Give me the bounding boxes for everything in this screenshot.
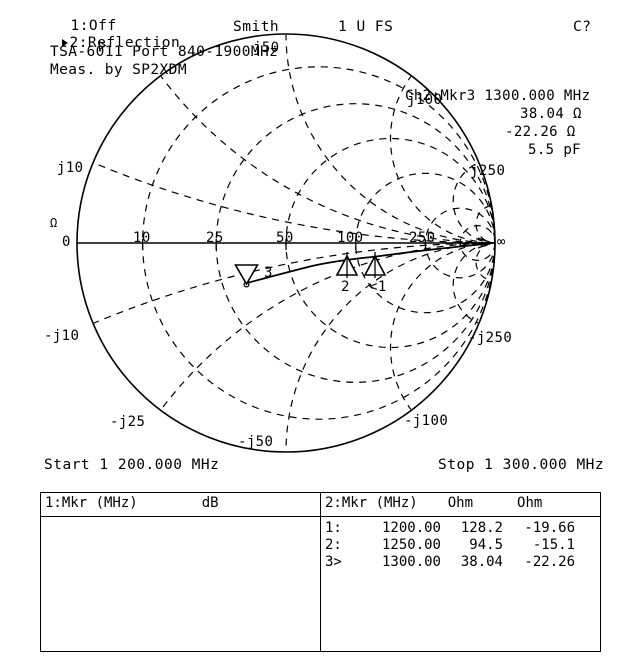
corner-status-label: C?	[573, 19, 592, 35]
smith-tick-j250: j250	[470, 163, 506, 179]
right-col-ohm2-header: Ohm	[517, 495, 543, 511]
sweep-stop-label[interactable]: Stop 1 300.000 MHz	[438, 457, 605, 473]
format-label[interactable]: Smith	[233, 19, 280, 35]
left-col-db-header: dB	[201, 495, 219, 511]
trace2-label: 2:Reflection	[69, 35, 181, 51]
chart-subtitle: Meas. by SP2XDM	[50, 62, 187, 78]
row-reactance: -22.26	[524, 554, 575, 570]
smith-label-ohm: Ω	[50, 216, 58, 230]
filled-triangle-icon	[62, 39, 69, 47]
marker-readout-line3: -22.26 Ω	[505, 124, 576, 140]
marker-table-left-body	[41, 517, 320, 651]
smith-label-infinity: ∞	[497, 234, 506, 250]
smith-tick-10: 10	[133, 230, 151, 246]
smith-label-origin: 0	[62, 234, 71, 250]
row-resistance: 38.04	[460, 554, 503, 570]
row-reactance: -19.66	[524, 520, 575, 536]
marker-readout-line1: Ch2:Mkr3 1300.000 MHz	[405, 88, 591, 104]
marker-table-right[interactable]: 2:Mkr (MHz) Ohm Ohm 1: 1200.00 128.2 -19.66 2…	[320, 492, 601, 652]
smith-tick-neg-j50: -j50	[238, 434, 274, 450]
row-freq: 1300.00	[381, 554, 441, 570]
row-id: 2:	[325, 537, 342, 553]
smith-tick-25: 25	[206, 230, 224, 246]
table-row[interactable]: 2: 1250.00 94.5 -15.1	[321, 537, 600, 554]
table-row[interactable]: 3> 1300.00 38.04 -22.26	[321, 554, 600, 571]
smith-tick-neg-j25: -j25	[110, 414, 146, 430]
smith-chart-svg	[76, 33, 496, 453]
smith-tick-neg-j10: -j10	[44, 328, 80, 344]
marker-readout-line4: 5.5 pF	[528, 142, 581, 158]
trace1-status-row[interactable]: 1:Off	[44, 2, 117, 50]
trace1-label: 1:Off	[70, 18, 117, 34]
marker-table-right-body: 1: 1200.00 128.2 -19.66 2: 1250.00 94.5 -15.1 …	[321, 517, 600, 654]
chart-marker-1[interactable]	[363, 252, 387, 278]
smith-tick-100: 100	[337, 230, 364, 246]
right-col-ohm1-header: Ohm	[447, 495, 474, 511]
row-id: 3>	[325, 554, 342, 570]
smith-tick-j100: j100	[407, 92, 443, 108]
chart-title: TSA-6011 Port 840-1900MHz	[50, 44, 279, 60]
sweep-start-label[interactable]: Start 1 200.000 MHz	[44, 457, 220, 473]
smith-tick-250: 250	[409, 230, 436, 246]
smith-chart[interactable]	[0, 0, 640, 470]
chart-marker-label-1: <1	[369, 279, 387, 295]
row-freq: 1200.00	[381, 520, 441, 536]
row-resistance: 94.5	[469, 537, 503, 553]
hollow-triangle-icon	[62, 22, 107, 50]
left-col-mkr-header: 1:Mkr (MHz)	[45, 495, 138, 511]
marker-table-left[interactable]: 1:Mkr (MHz) dB	[40, 492, 321, 652]
row-id: 1:	[325, 520, 342, 536]
row-resistance: 128.2	[460, 520, 503, 536]
smith-tick-50: 50	[276, 230, 294, 246]
right-col-mkr-header: 2:Mkr (MHz)	[325, 495, 418, 511]
scale-label[interactable]: 1 U FS	[338, 19, 394, 35]
row-freq: 1250.00	[381, 537, 441, 553]
trace2-status-row[interactable]: 2:Reflection	[44, 19, 180, 51]
smith-tick-neg-j250: -j250	[468, 330, 513, 346]
chart-marker-3[interactable]	[234, 264, 259, 286]
smith-tick-j50: j50	[253, 40, 280, 56]
smith-tick-neg-j100: -j100	[404, 413, 449, 429]
marker-table-left-header: 1:Mkr (MHz) dB	[41, 493, 320, 517]
marker-table-right-header: 2:Mkr (MHz) Ohm Ohm	[321, 493, 600, 517]
marker-readout-line2: 38.04 Ω	[520, 106, 582, 122]
chart-marker-label-2: 2	[341, 279, 350, 295]
row-reactance: -15.1	[532, 537, 575, 553]
chart-marker-label-3: 3	[264, 265, 273, 281]
chart-marker-2[interactable]	[335, 252, 359, 278]
table-row[interactable]: 1: 1200.00 128.2 -19.66	[321, 520, 600, 537]
smith-tick-j10: j10	[57, 160, 84, 176]
